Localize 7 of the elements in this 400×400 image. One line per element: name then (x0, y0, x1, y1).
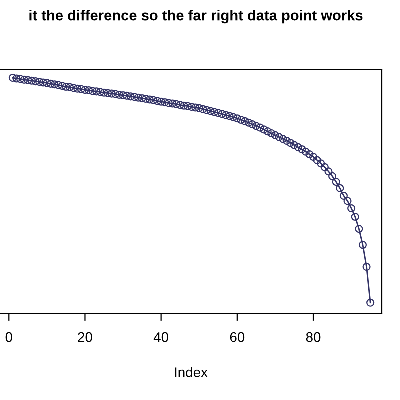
chart-title: it the difference so the far right data point works (30, 10, 363, 24)
x-tick-label: 80 (306, 332, 321, 342)
x-tick-label: 0 (6, 332, 12, 342)
x-tick-label: 40 (154, 332, 169, 342)
x-tick-label: 20 (78, 332, 92, 342)
x-axis-title: Index (175, 367, 208, 378)
x-tick-label: 60 (230, 332, 245, 342)
